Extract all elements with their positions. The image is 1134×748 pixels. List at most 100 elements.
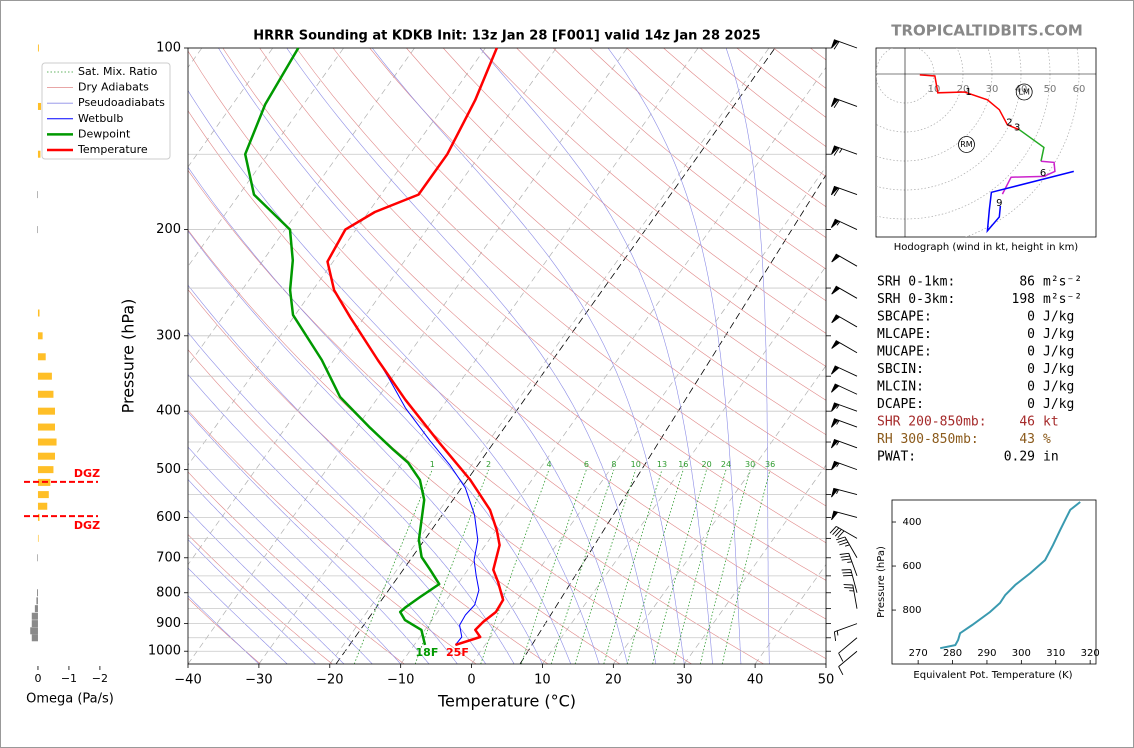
x-tick-label: −2 — [92, 672, 108, 685]
index-value: 46 — [1019, 415, 1035, 430]
chart-title: HRRR Sounding at KDKB Init: 13z Jan 28 [… — [253, 29, 760, 44]
wind-barb — [833, 623, 858, 641]
wind-barb — [830, 97, 858, 109]
wind-barb — [831, 314, 858, 328]
dashed-isotherm — [519, 174, 826, 664]
index-unit: J/kg — [1043, 380, 1074, 395]
dgz-label: DGZ — [74, 519, 100, 532]
isotherm — [400, 66, 826, 664]
dry-adiabat — [188, 50, 826, 620]
plot-frame — [187, 47, 827, 665]
storm-motion-marker — [1015, 83, 1033, 101]
omega-bar — [31, 634, 38, 642]
y-tick-label: 700 — [156, 550, 181, 565]
index-value: 0 — [1027, 345, 1035, 360]
pseudoadiabat — [188, 595, 260, 664]
mixing-ratio-label: 24 — [721, 460, 731, 469]
hodograph-trace — [1001, 160, 1056, 195]
omega-bar — [37, 332, 43, 340]
dry-adiabat — [188, 597, 261, 664]
profile-line — [377, 359, 480, 646]
surface-label: 25F — [446, 646, 469, 659]
profile-line — [243, 47, 441, 646]
hodograph-plot: 10 20 30 40 50 60 1 2 3 6 9 LM RM — [876, 48, 1096, 237]
omega-bar — [36, 597, 38, 605]
y-tick-label: 900 — [156, 616, 181, 631]
y-tick-label: 100 — [156, 41, 181, 56]
pseudoadiabat — [188, 90, 600, 664]
isotherm — [188, 48, 344, 267]
dry-adiabat — [332, 48, 826, 471]
omega-bar — [37, 390, 54, 398]
y-tick-label: 400 — [156, 404, 181, 419]
index-label: DCAPE: — [877, 397, 924, 412]
isotherm — [188, 48, 486, 466]
pseudoadiabat — [218, 48, 628, 664]
omega-bar — [37, 502, 48, 510]
wind-barb — [830, 418, 858, 428]
omega-bar — [37, 452, 55, 460]
pseudoadiabat — [188, 509, 345, 664]
index-value: 0 — [1027, 380, 1035, 395]
profile-line — [326, 47, 505, 647]
y-tick-label: 300 — [156, 328, 181, 343]
mixing-ratio-line — [353, 469, 433, 664]
wind-barb — [843, 584, 858, 609]
omega-bar — [37, 372, 52, 380]
wind-barb — [830, 460, 858, 471]
x-tick-label: 50 — [818, 673, 835, 688]
wind-barb — [829, 526, 858, 539]
highlight-isotherms — [335, 48, 826, 664]
height-label: 2 — [1006, 118, 1012, 129]
isotherm — [188, 48, 274, 168]
mixing-ratio-label: 8 — [611, 460, 616, 469]
index-value: 86 — [1019, 275, 1035, 290]
pseudoadiabat — [607, 48, 742, 664]
y-tick-label: 500 — [156, 462, 181, 477]
index-label: RH 300-850mb: — [877, 432, 979, 447]
index-label: PWAT: — [877, 450, 916, 465]
index-value: 198 — [1012, 292, 1035, 307]
index-unit: % — [1043, 432, 1051, 447]
x-tick-label: 290 — [977, 648, 996, 659]
pseudoadiabat — [479, 48, 713, 664]
mixing-ratio-label: 10 — [631, 460, 641, 469]
omega-bar — [37, 44, 39, 52]
y-tick-label: 200 — [156, 222, 181, 237]
legend: Sat. Mix. Ratio Dry Adiabats Pseudoadiabat… — [41, 62, 171, 160]
height-label: 6 — [1040, 168, 1046, 179]
index-label: MLCAPE: — [877, 327, 932, 342]
wind-barb — [831, 253, 858, 267]
omega-bar — [37, 309, 40, 317]
index-unit: m²s⁻² — [1043, 275, 1082, 290]
pseudoadiabat — [725, 48, 770, 664]
isotherm — [258, 48, 699, 664]
index-value: 0 — [1027, 362, 1035, 377]
wind-barb — [831, 340, 858, 354]
x-tick-label: −10 — [387, 673, 414, 688]
legend-label: Wetbulb — [78, 112, 123, 125]
y-tick-label: 1000 — [148, 644, 181, 659]
dry-adiabat — [369, 48, 826, 436]
mixing-ratio-line — [721, 469, 771, 664]
index-label: SRH 0-1km: — [877, 275, 955, 290]
omega-bar — [37, 102, 42, 110]
hodograph-caption: Hodograph (wind in kt, height in km) — [894, 242, 1079, 253]
index-label: SRH 0-3km: — [877, 292, 955, 307]
dry-adiabat — [259, 48, 826, 544]
wind-barb — [830, 365, 858, 377]
thetae-y-label: Pressure (hPa) — [876, 546, 887, 618]
mixing-ratio-line — [521, 469, 587, 664]
dry-adiabat — [222, 48, 826, 581]
mixing-ratio-line — [550, 469, 615, 664]
dry-adiabat — [188, 289, 621, 664]
pseudoadiabat — [188, 539, 316, 664]
isotherm — [188, 48, 628, 664]
omega-bar — [37, 407, 55, 415]
x-tick-label: 30 — [676, 673, 693, 688]
surface-label: 18F — [416, 646, 439, 659]
ring-label: 50 — [1044, 84, 1057, 95]
index-value: 43 — [1019, 432, 1035, 447]
